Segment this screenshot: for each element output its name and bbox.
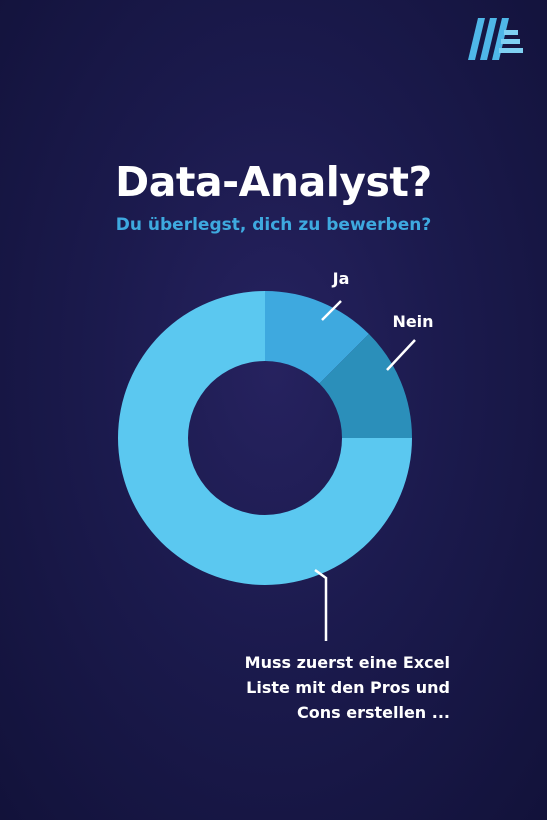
aldi-logo-icon: [468, 18, 523, 60]
slice-label-nein: Nein: [392, 312, 433, 331]
chart-title: Data-Analyst?: [115, 158, 432, 206]
slice-label-muss: Muss zuerst eine Excel Liste mit den Pro…: [200, 650, 450, 725]
caption-line-3: Cons erstellen ...: [297, 703, 450, 722]
label-line-nein: [386, 339, 416, 371]
slice-muss: [118, 291, 412, 585]
slice-label-ja: Ja: [332, 269, 350, 288]
label-line-ja: [321, 300, 342, 321]
chart-subtitle: Du überlegst, dich zu bewerben?: [115, 215, 432, 235]
caption-line-1: Muss zuerst eine Excel: [244, 653, 450, 672]
slice-nein: [319, 334, 412, 438]
label-line-muss: [314, 568, 328, 641]
slice-ja: [265, 291, 369, 384]
caption-line-2: Liste mit den Pros und: [246, 678, 450, 697]
